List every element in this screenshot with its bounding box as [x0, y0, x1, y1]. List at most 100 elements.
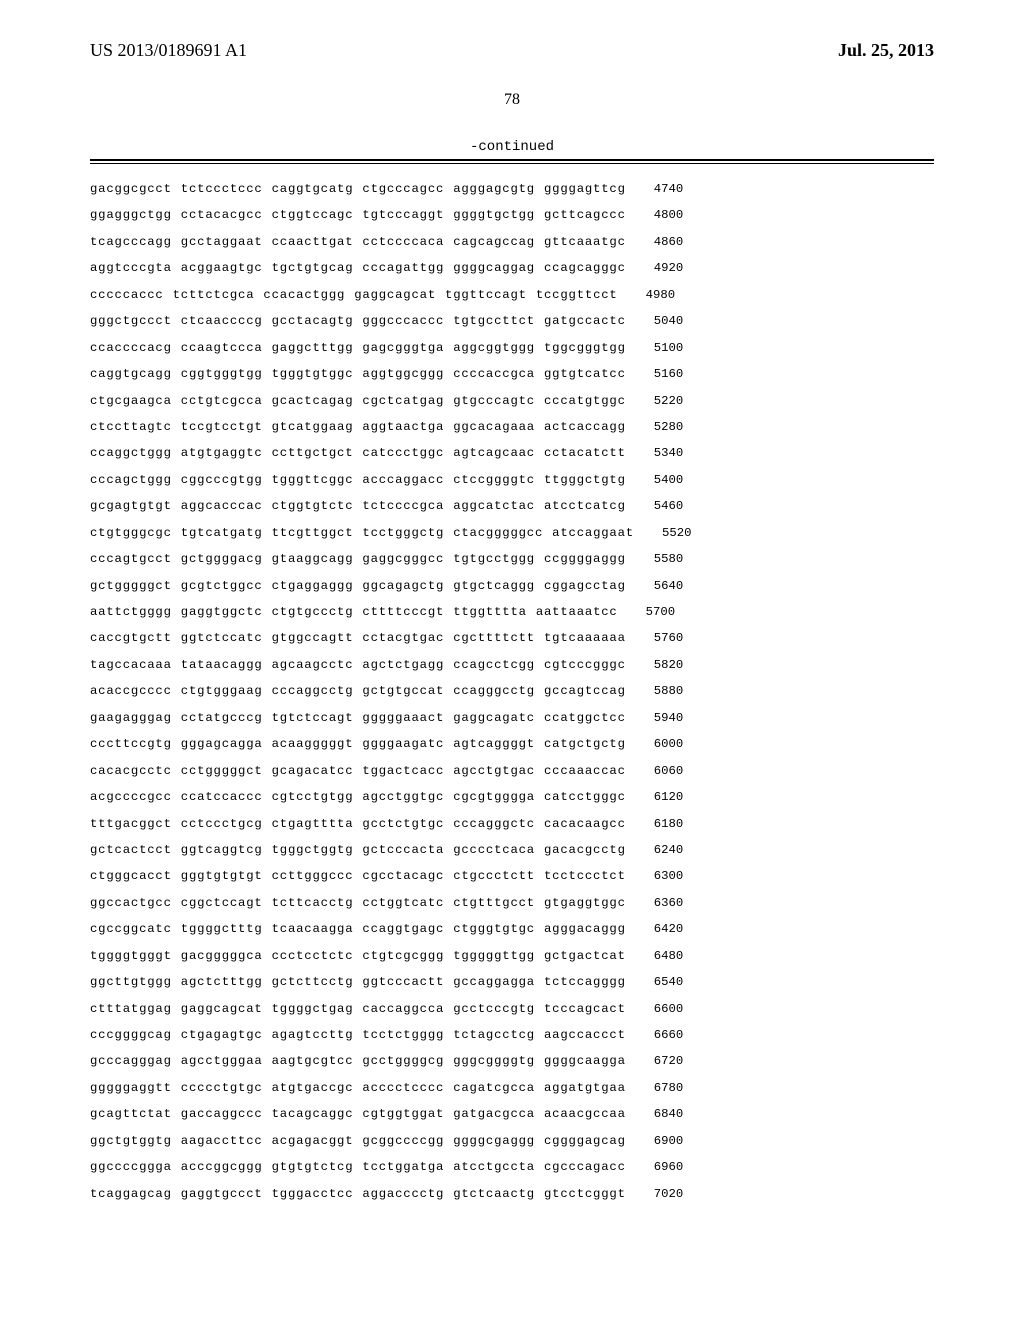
sequence-group: atcctcatcg: [544, 493, 626, 519]
sequence-group: ctgccctctt: [453, 863, 535, 889]
sequence-group: cccagattgg: [362, 255, 444, 281]
sequence-group: cctccctgcg: [181, 811, 263, 837]
sequence-group: gctgggggct: [90, 573, 172, 599]
sequence-group: tcctctgggg: [362, 1022, 444, 1048]
sequence-group: ctgcgaagca: [90, 388, 172, 414]
sequence-row: ggctgtggtgaagaccttccacgagacggtgcggccccgg…: [90, 1128, 934, 1154]
sequence-groups: tagccacaaatataacagggagcaagcctcagctctgagg…: [90, 652, 626, 678]
sequence-row: cacacgcctccctgggggctgcagacatcctggactcacc…: [90, 758, 934, 784]
sequence-groups: aattctgggggaggtggctcctgtgccctgcttttcccgt…: [90, 599, 618, 625]
sequence-group: acaccgcccc: [90, 678, 172, 704]
sequence-row: gaagagggagcctatgcccgtgtctccagtgggggaaact…: [90, 705, 934, 731]
sequence-position: 6780: [654, 1075, 684, 1101]
sequence-group: gccaggagga: [453, 969, 535, 995]
sequence-groups: gctgggggctgcgtctggccctgaggagggggcagagctg…: [90, 573, 626, 599]
sequence-group: cgcctacagc: [362, 863, 444, 889]
sequence-group: gccagtccag: [544, 678, 626, 704]
sequence-row: ggcttgtgggagctctttgggctcttcctgggtcccactt…: [90, 969, 934, 995]
sequence-group: tggggctgag: [272, 996, 354, 1022]
sequence-group: gcctctgtgc: [362, 811, 444, 837]
sequence-groups: gctcactcctggtcaggtcgtgggctggtggctcccacta…: [90, 837, 626, 863]
sequence-group: tcaacaagga: [272, 916, 354, 942]
sequence-group: ggggcaggag: [453, 255, 535, 281]
sequence-group: gctggggacg: [181, 546, 263, 572]
sequence-position: 5400: [654, 467, 684, 493]
sequence-group: catgctgctg: [544, 731, 626, 757]
sequence-group: ggcacagaaa: [453, 414, 535, 440]
sequence-position: 6360: [654, 890, 684, 916]
sequence-group: agtcagcaac: [453, 440, 535, 466]
sequence-group: cctacatctt: [544, 440, 626, 466]
sequence-position: 6300: [654, 863, 684, 889]
sequence-position: 6480: [654, 943, 684, 969]
sequence-group: cccaggcctg: [272, 678, 354, 704]
sequence-group: agctctgagg: [362, 652, 444, 678]
sequence-group: cgcttttctt: [453, 625, 535, 651]
sequence-group: aagaccttcc: [181, 1128, 263, 1154]
sequence-row: ctccttagtctccgtcctgtgtcatggaagaggtaactga…: [90, 414, 934, 440]
sequence-group: gcctaggaat: [181, 229, 263, 255]
page-number: 78: [90, 91, 934, 109]
sequence-group: gcagacatcc: [272, 758, 354, 784]
sequence-groups: acaccgccccctgtgggaagcccaggcctggctgtgccat…: [90, 678, 626, 704]
sequence-group: gacggcgcct: [90, 176, 172, 202]
sequence-group: ctgtcgcggg: [362, 943, 444, 969]
sequence-group: aattctgggg: [90, 599, 172, 625]
sequence-group: ggtctccatc: [181, 625, 263, 651]
sequence-group: cgccggcatc: [90, 916, 172, 942]
sequence-position: 5880: [654, 678, 684, 704]
sequence-group: cggtgggtgg: [181, 361, 263, 387]
sequence-group: gcgagtgtgt: [90, 493, 172, 519]
sequence-group: ggcagagctg: [362, 573, 444, 599]
sequence-group: ctgggtgtgc: [453, 916, 535, 942]
sequence-group: ttggtttta: [453, 599, 527, 625]
sequence-group: cgctcatgag: [362, 388, 444, 414]
sequence-group: ctgtgccctg: [272, 599, 354, 625]
sequence-row: ggagggctggcctacacgccctggtccagctgtcccaggt…: [90, 202, 934, 228]
sequence-groups: ctttatggaggaggcagcattggggctgagcaccaggcca…: [90, 996, 626, 1022]
sequence-group: ttcgttggct: [272, 520, 354, 546]
sequence-groups: ctgggcacctgggtgtgtgtccttgggccccgcctacagc…: [90, 863, 626, 889]
sequence-groups: cacacgcctccctgggggctgcagacatcctggactcacc…: [90, 758, 626, 784]
sequence-group: tgtcccaggt: [362, 202, 444, 228]
sequence-groups: ggcttgtgggagctctttgggctcttcctgggtcccactt…: [90, 969, 626, 995]
sequence-group: gaggcagcat: [181, 996, 263, 1022]
sequence-group: gtcatggaag: [272, 414, 354, 440]
sequence-group: cctacacgcc: [181, 202, 263, 228]
sequence-group: agagtccttg: [272, 1022, 354, 1048]
sequence-row: gacggcgccttctccctccccaggtgcatgctgcccagcc…: [90, 176, 934, 202]
sequence-row: cccagctgggcggcccgtggtgggttcggcacccaggacc…: [90, 467, 934, 493]
sequence-group: agcctgtgac: [453, 758, 535, 784]
sequence-row: gctcactcctggtcaggtcgtgggctggtggctcccacta…: [90, 837, 934, 863]
sequence-position: 6120: [654, 784, 684, 810]
sequence-group: cctccccaca: [362, 229, 444, 255]
sequence-group: tgtgccttct: [453, 308, 535, 334]
sequence-row: aattctgggggaggtggctcctgtgccctgcttttcccgt…: [90, 599, 934, 625]
sequence-position: 4980: [646, 282, 676, 308]
sequence-group: gtgtgtctcg: [272, 1154, 354, 1180]
sequence-group: gatgccactc: [544, 308, 626, 334]
sequence-row: acgccccgccccatccaccccgtcctgtggagcctggtgc…: [90, 784, 934, 810]
sequence-group: gtcctcgggt: [544, 1181, 626, 1207]
sequence-group: tgggtgtggc: [272, 361, 354, 387]
sequence-group: aggtcccgta: [90, 255, 172, 281]
sequence-group: cggcccgtgg: [181, 467, 263, 493]
sequence-group: gggcggggtg: [453, 1048, 535, 1074]
sequence-group: ctacgggggcc: [453, 520, 543, 546]
sequence-group: ccaacttgat: [272, 229, 354, 255]
sequence-group: acaacgccaa: [544, 1101, 626, 1127]
sequence-group: cctggtcatc: [362, 890, 444, 916]
sequence-group: gcttcagccc: [544, 202, 626, 228]
sequence-group: cacacgcctc: [90, 758, 172, 784]
sequence-group: ggccccggga: [90, 1154, 172, 1180]
sequence-group: cggggagcag: [544, 1128, 626, 1154]
sequence-position: 5520: [662, 520, 692, 546]
sequence-group: agctctttgg: [181, 969, 263, 995]
sequence-group: acccggcggg: [181, 1154, 263, 1180]
sequence-group: agcctggtgc: [362, 784, 444, 810]
sequence-group: gcctggggcg: [362, 1048, 444, 1074]
sequence-row: cccttccgtggggagcaggaacaagggggtggggaagatc…: [90, 731, 934, 757]
sequence-groups: acgccccgccccatccaccccgtcctgtggagcctggtgc…: [90, 784, 626, 810]
sequence-group: cccaaaccac: [544, 758, 626, 784]
sequence-position: 5220: [654, 388, 684, 414]
